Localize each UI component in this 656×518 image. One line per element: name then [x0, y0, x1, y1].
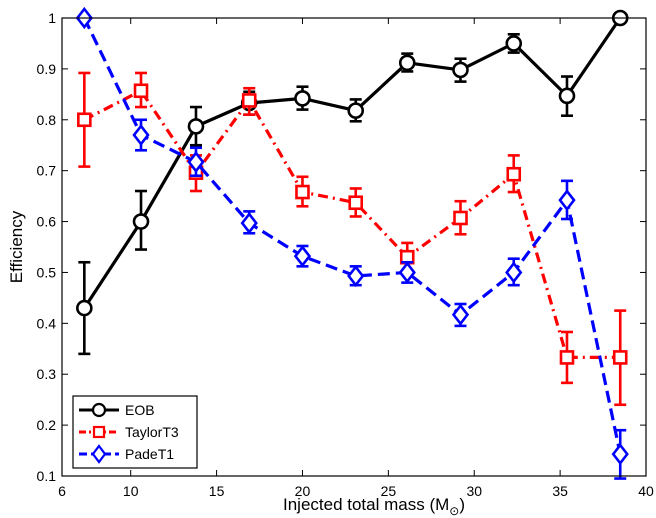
y-tick-label: 1	[48, 10, 56, 26]
data-point	[398, 261, 416, 284]
x-tick-label: 20	[295, 483, 311, 499]
data-point	[76, 299, 93, 317]
y-axis-title: Efficiency	[7, 210, 26, 283]
legend-marker	[91, 402, 107, 418]
legend-entry: EOB	[79, 402, 155, 418]
data-point	[347, 264, 365, 288]
legend-label: EOB	[125, 402, 155, 418]
data-point	[505, 35, 523, 52]
data-point	[347, 102, 365, 119]
legend-entry: PadeT1	[79, 444, 174, 464]
y-tick-label: 0.2	[37, 417, 57, 433]
data-point	[506, 166, 522, 182]
data-point	[132, 213, 150, 230]
series-padet1	[75, 6, 629, 480]
data-point	[77, 112, 92, 128]
data-point	[453, 210, 468, 226]
y-tick-label: 0.6	[37, 214, 57, 230]
data-point	[558, 87, 576, 105]
series-line	[82, 17, 622, 455]
x-axis-title: Injected total mass (M⊙)	[283, 495, 465, 518]
legend-entry: TaylorT3	[79, 424, 179, 440]
x-tick-label: 40	[638, 483, 654, 499]
data-point	[240, 211, 258, 235]
x-tick-label: 6	[58, 483, 66, 499]
x-tick-label: 10	[123, 483, 139, 499]
data-point	[451, 303, 470, 326]
data-point	[294, 90, 311, 107]
y-tick-label: 0.9	[37, 61, 57, 77]
legend-label: TaylorT3	[125, 424, 179, 440]
data-point	[558, 189, 576, 212]
data-point	[133, 83, 149, 99]
y-tick-label: 0.3	[37, 366, 57, 382]
legend-marker	[92, 425, 106, 439]
plot-frame	[61, 17, 647, 477]
x-tick-label: 30	[466, 483, 482, 499]
data-point	[293, 245, 312, 268]
legend-label: PadeT1	[125, 446, 174, 462]
data-point	[559, 350, 575, 365]
data-point	[348, 195, 364, 211]
data-point	[505, 261, 523, 284]
y-tick-label: 0.8	[37, 112, 57, 128]
data-point	[187, 150, 205, 174]
x-tick-label: 25	[381, 483, 397, 499]
y-tick-label: 0.4	[37, 315, 57, 331]
data-point	[398, 54, 416, 72]
data-point	[241, 93, 257, 108]
data-point	[611, 443, 629, 466]
series-taylort3	[77, 71, 628, 407]
y-tick-label: 0.5	[37, 264, 57, 280]
data-point	[187, 118, 205, 135]
legend-marker	[91, 444, 107, 464]
y-tick-label: 0.1	[37, 468, 57, 484]
data-point	[295, 184, 310, 200]
data-point	[132, 123, 150, 147]
y-tick-label: 0.7	[37, 163, 57, 179]
x-tick-label: 35	[552, 483, 568, 499]
data-point	[612, 350, 628, 365]
x-tick-label: 15	[209, 483, 225, 499]
data-point	[452, 61, 469, 79]
